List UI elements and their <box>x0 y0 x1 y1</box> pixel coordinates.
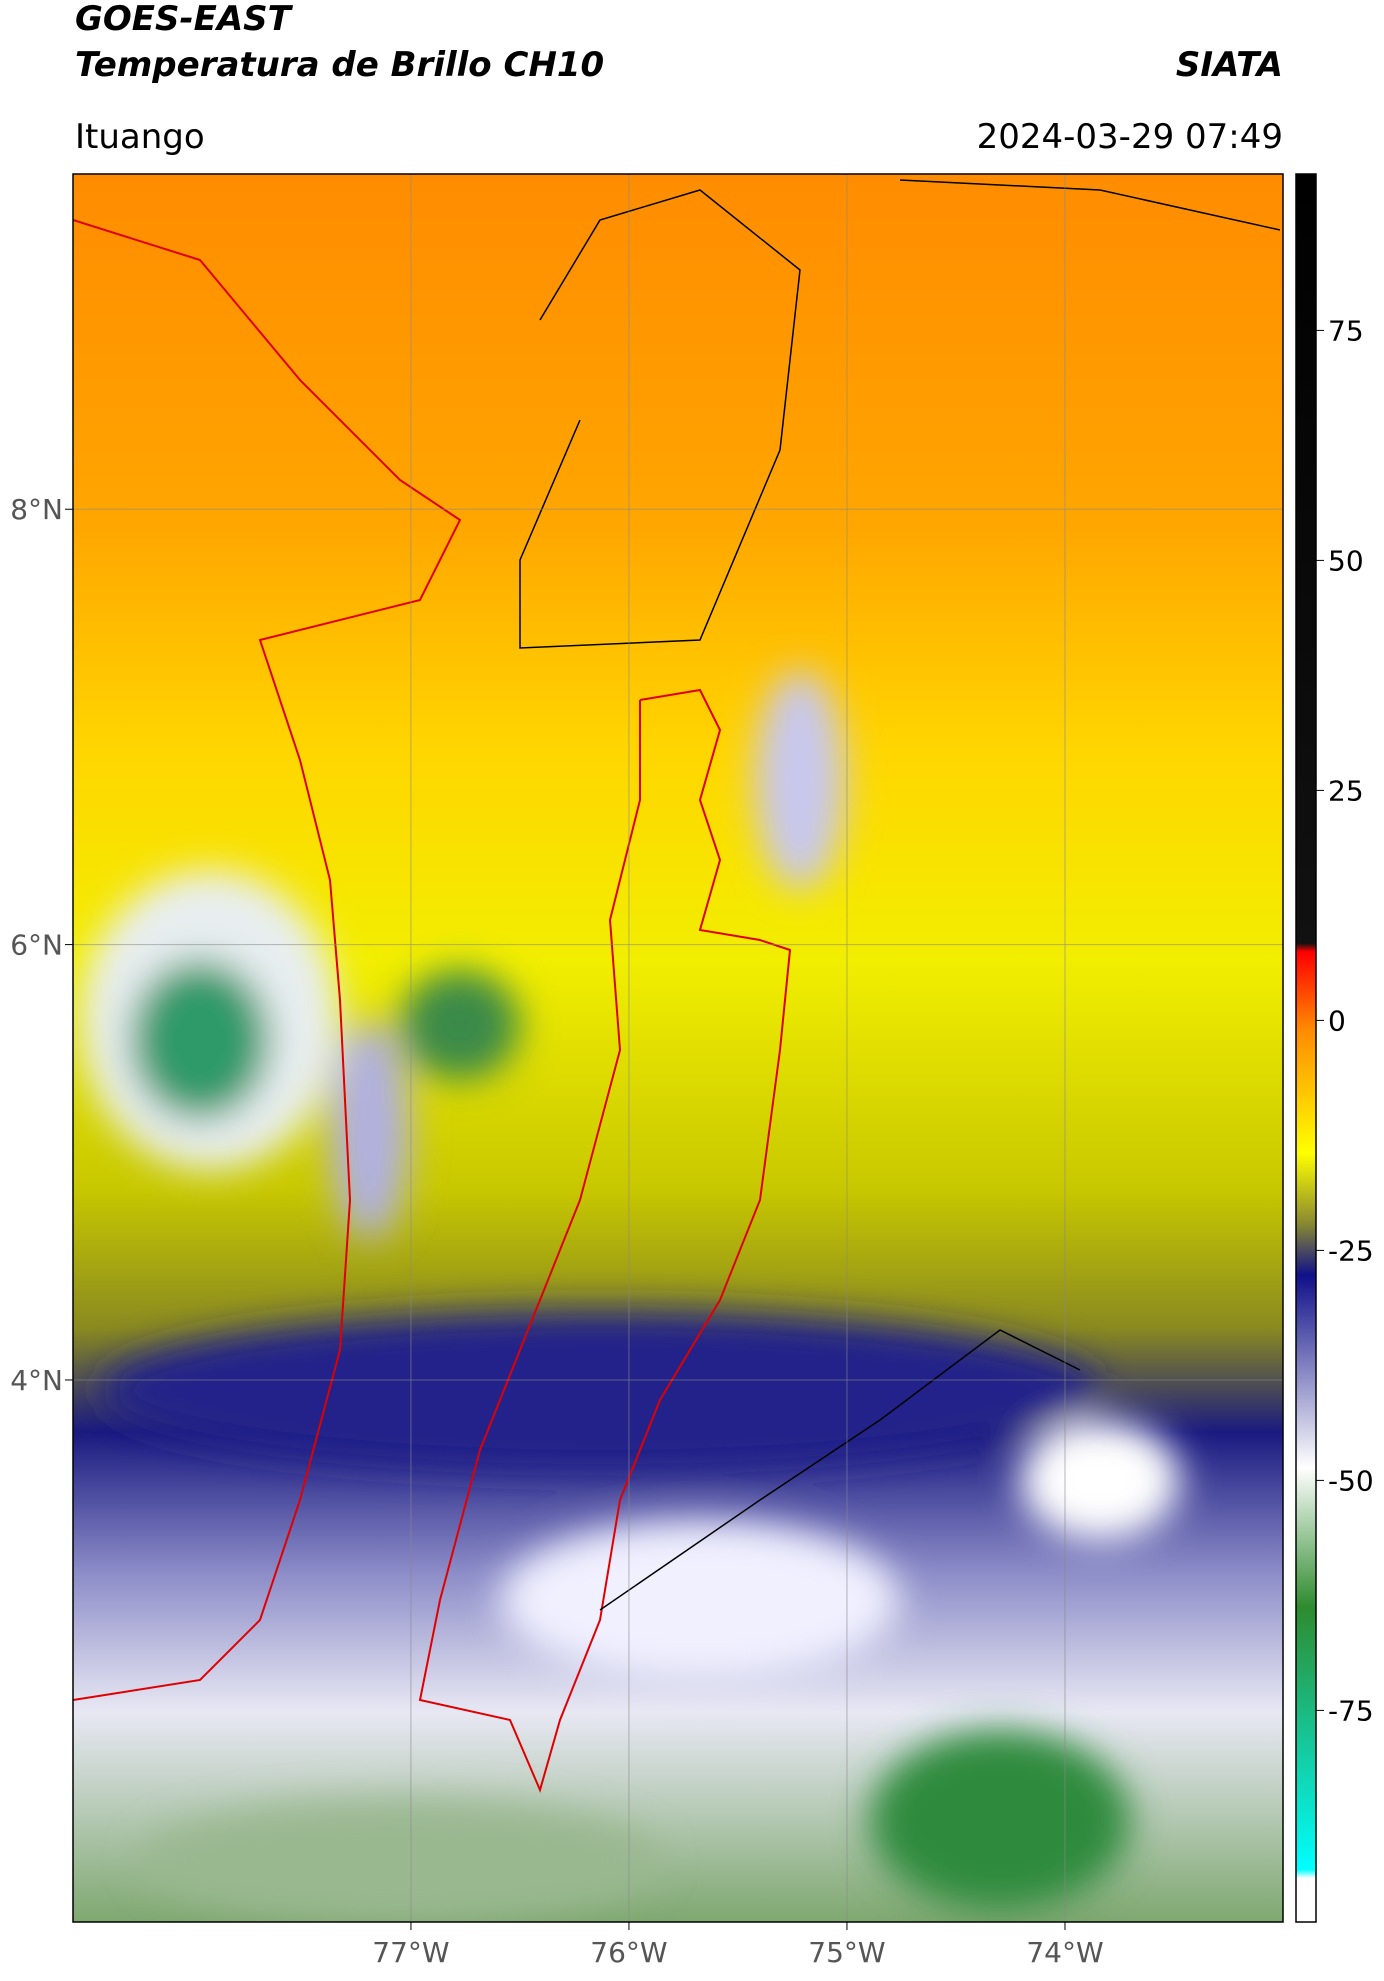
x-tick-label: 74°W <box>1026 1936 1103 1969</box>
colorbar-tick-label: 0 <box>1328 1004 1346 1037</box>
title: GOES-EAST <box>75 0 294 39</box>
satellite-image <box>73 174 1283 1922</box>
colorbar-tick-label: -50 <box>1328 1464 1374 1497</box>
colorbar-tick-label: 25 <box>1328 774 1364 807</box>
y-tick-label: 8°N <box>10 493 63 526</box>
colorbar-tick-label: 50 <box>1328 544 1364 577</box>
source: SIATA <box>1176 45 1283 85</box>
y-tick-label: 4°N <box>10 1364 63 1397</box>
x-tick-label: 77°W <box>372 1936 449 1969</box>
datetime: 2024-03-29 07:49 <box>977 117 1283 157</box>
y-tick-label: 6°N <box>10 929 63 962</box>
x-tick-label: 75°W <box>808 1936 885 1969</box>
map-frame <box>72 173 1284 1923</box>
colorbar-tick-label: -75 <box>1328 1694 1374 1727</box>
colorbar-tick-label: 75 <box>1328 314 1364 347</box>
location: Ituango <box>75 117 205 157</box>
colorbar <box>1295 173 1317 1923</box>
colorbar-tick-label: -25 <box>1328 1234 1374 1267</box>
grid <box>73 174 1283 1922</box>
subtitle: Temperatura de Brillo CH10 <box>75 45 604 85</box>
x-tick-label: 76°W <box>590 1936 667 1969</box>
